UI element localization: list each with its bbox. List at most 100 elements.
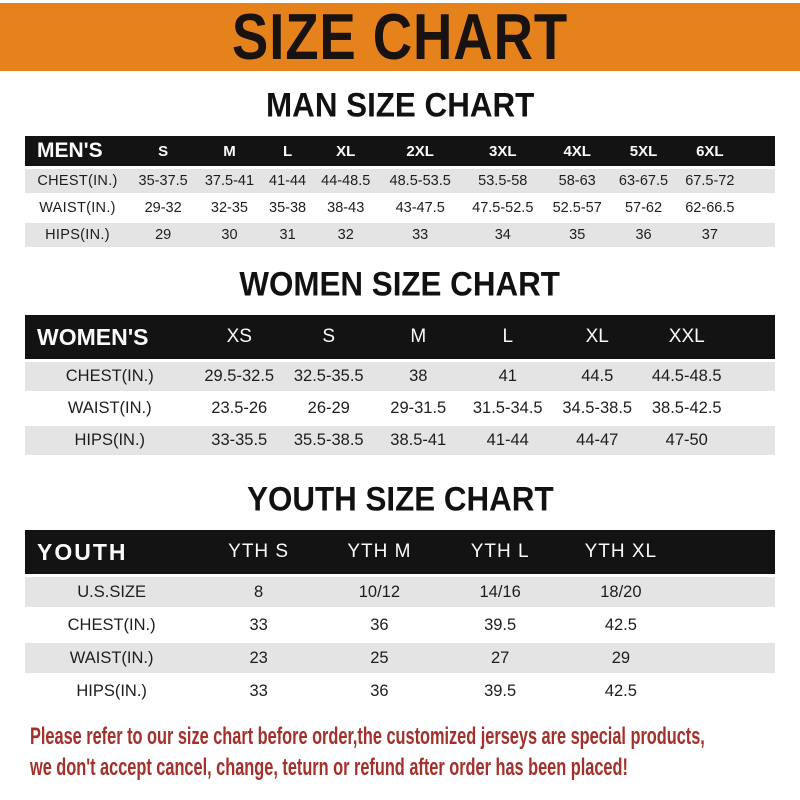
size-value-cell: 44-47 <box>552 426 642 455</box>
size-value-cell: 29 <box>560 643 682 673</box>
men-table-header: MEN'S S M L XL 2XL 3XL 4XL 5XL 6XL <box>25 136 775 166</box>
row-spacer-cell <box>681 610 775 640</box>
size-table-header-row: MEN'S S M L XL 2XL 3XL 4XL 5XL 6XL <box>25 136 775 166</box>
measurement-row: CHEST(IN.) 35-37.5 37.5-41 41-44 44-48.5 48.5… <box>25 169 775 193</box>
size-column-header: L <box>463 315 553 359</box>
disclaimer-note: Please refer to our size chart before or… <box>30 721 800 783</box>
size-value-cell: 29-32 <box>130 196 197 220</box>
size-value-cell: 41 <box>463 362 553 391</box>
size-value-cell: 36 <box>610 223 677 247</box>
size-column-header: YTH L <box>439 530 561 574</box>
size-value-cell: 37.5-41 <box>196 169 263 193</box>
measurement-row: WAIST(IN.) 29-32 32-35 35-38 38-43 43-47.5 47.… <box>25 196 775 220</box>
table-title-cell: MEN'S <box>25 136 130 166</box>
header-spacer-cell <box>743 136 775 166</box>
size-value-cell: 35-37.5 <box>130 169 197 193</box>
women-table-body: CHEST(IN.) 29.5-32.5 32.5-35.5 38 41 44.5 44.5… <box>25 362 775 455</box>
men-section: MAN SIZE CHART MEN'S S M L XL 2XL 3XL 4XL 5XL 6XL… <box>0 85 800 250</box>
size-value-cell: 35.5-38.5 <box>284 426 374 455</box>
size-column-header: S <box>130 136 197 166</box>
size-column-header: L <box>262 136 313 166</box>
size-value-cell: 38 <box>373 362 463 391</box>
size-column-header: 4XL <box>544 136 611 166</box>
size-value-cell: 39.5 <box>439 676 561 706</box>
row-label-cell: WAIST(IN.) <box>25 643 199 673</box>
size-value-cell: 39.5 <box>439 610 561 640</box>
size-value-cell: 8 <box>198 577 319 607</box>
youth-size-table: YOUTH YTH S YTH M YTH L YTH XL U.S.SIZE 8 10/1… <box>25 527 775 709</box>
women-size-table: WOMEN'S XS S M L XL XXL CHEST(IN.) 29.5-32.5 32.… <box>25 312 775 458</box>
size-value-cell: 48.5-53.5 <box>378 169 462 193</box>
row-label-cell: HIPS(IN.) <box>25 223 130 247</box>
row-spacer-cell <box>681 577 775 607</box>
size-value-cell: 34.5-38.5 <box>552 394 642 423</box>
size-value-cell: 33-35.5 <box>194 426 284 455</box>
size-value-cell: 18/20 <box>560 577 682 607</box>
youth-section: YOUTH SIZE CHART YOUTH YTH S YTH M YTH L YTH… <box>0 479 800 709</box>
size-value-cell: 29 <box>130 223 197 247</box>
size-column-header: XS <box>194 315 284 359</box>
size-value-cell: 26-29 <box>284 394 374 423</box>
size-value-cell: 38.5-41 <box>373 426 463 455</box>
row-spacer-cell <box>731 426 775 455</box>
row-spacer-cell <box>731 394 775 423</box>
size-value-cell: 32 <box>312 223 379 247</box>
size-value-cell: 38-43 <box>312 196 379 220</box>
banner-title: SIZE CHART <box>231 0 569 74</box>
size-value-cell: 37 <box>676 223 743 247</box>
men-table-body: CHEST(IN.) 35-37.5 37.5-41 41-44 44-48.5 48.5… <box>25 169 775 247</box>
size-value-cell: 41-44 <box>463 426 553 455</box>
size-value-cell: 29-31.5 <box>373 394 463 423</box>
table-title-cell: YOUTH <box>25 530 199 574</box>
size-value-cell: 29.5-32.5 <box>194 362 284 391</box>
row-spacer-cell <box>743 196 775 220</box>
size-value-cell: 10/12 <box>319 577 440 607</box>
row-label-cell: CHEST(IN.) <box>25 362 195 391</box>
size-value-cell: 33 <box>198 676 319 706</box>
header-spacer-cell <box>731 315 775 359</box>
size-value-cell: 32-35 <box>196 196 263 220</box>
youth-section-heading: YOUTH SIZE CHART <box>0 479 800 518</box>
women-table-header: WOMEN'S XS S M L XL XXL <box>25 315 775 359</box>
size-column-header: M <box>373 315 463 359</box>
size-value-cell: 44.5 <box>552 362 642 391</box>
size-column-header: XL <box>552 315 642 359</box>
men-size-table: MEN'S S M L XL 2XL 3XL 4XL 5XL 6XL CHEST(IN.) 35-3… <box>25 133 775 250</box>
row-spacer-cell <box>681 643 775 673</box>
row-spacer-cell <box>681 676 775 706</box>
size-value-cell: 53.5-58 <box>461 169 545 193</box>
size-value-cell: 43-47.5 <box>378 196 462 220</box>
header-spacer-cell <box>681 530 775 574</box>
size-column-header: XL <box>312 136 379 166</box>
table-title-cell: WOMEN'S <box>25 315 195 359</box>
size-value-cell: 23 <box>198 643 319 673</box>
size-value-cell: 38.5-42.5 <box>642 394 732 423</box>
size-column-header: 5XL <box>610 136 677 166</box>
size-value-cell: 63-67.5 <box>610 169 677 193</box>
size-value-cell: 36 <box>319 610 440 640</box>
measurement-row: CHEST(IN.) 33 36 39.5 42.5 <box>25 610 775 640</box>
women-section: WOMEN SIZE CHART WOMEN'S XS S M L XL XXL CHEST… <box>0 264 800 458</box>
measurement-row: HIPS(IN.) 29 30 31 32 33 34 35 36 37 <box>25 223 775 247</box>
size-value-cell: 36 <box>319 676 440 706</box>
row-label-cell: WAIST(IN.) <box>25 196 130 220</box>
men-section-heading: MAN SIZE CHART <box>0 85 800 124</box>
row-label-cell: WAIST(IN.) <box>25 394 195 423</box>
size-value-cell: 44-48.5 <box>312 169 379 193</box>
size-value-cell: 33 <box>378 223 462 247</box>
size-value-cell: 67.5-72 <box>676 169 743 193</box>
row-label-cell: CHEST(IN.) <box>25 169 130 193</box>
size-column-header: XXL <box>642 315 732 359</box>
size-column-header: M <box>196 136 263 166</box>
size-column-header: S <box>284 315 374 359</box>
row-spacer-cell <box>731 362 775 391</box>
size-value-cell: 31.5-34.5 <box>463 394 553 423</box>
size-value-cell: 14/16 <box>439 577 561 607</box>
size-column-header: 6XL <box>676 136 743 166</box>
measurement-row: HIPS(IN.) 33 36 39.5 42.5 <box>25 676 775 706</box>
size-value-cell: 23.5-26 <box>194 394 284 423</box>
size-value-cell: 57-62 <box>610 196 677 220</box>
size-value-cell: 58-63 <box>544 169 611 193</box>
row-label-cell: U.S.SIZE <box>25 577 199 607</box>
